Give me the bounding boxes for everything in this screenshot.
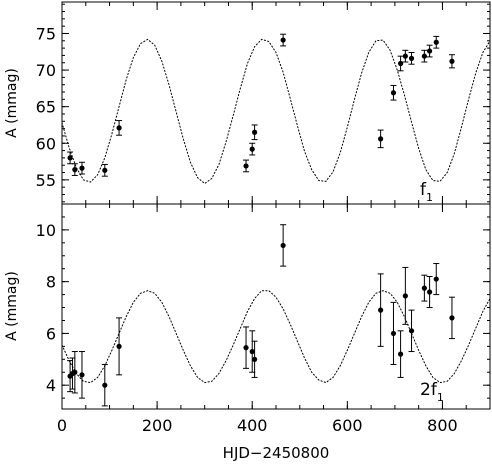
x-tick-label: 200 bbox=[142, 416, 173, 435]
x-axis-label: HJD−2450800 bbox=[223, 444, 330, 462]
x-tick-label: 400 bbox=[237, 416, 268, 435]
data-point bbox=[427, 289, 433, 295]
data-point bbox=[249, 146, 255, 152]
x-tick-label: 0 bbox=[57, 416, 67, 435]
data-point bbox=[243, 345, 249, 351]
panel-2f1-label-sub: 1 bbox=[437, 391, 444, 404]
data-point bbox=[280, 37, 286, 43]
data-point bbox=[249, 348, 255, 355]
panel-2f1-frame bbox=[61, 203, 491, 410]
data-point bbox=[421, 285, 427, 291]
data-point bbox=[390, 330, 397, 337]
y-tick-label: 6 bbox=[46, 324, 56, 343]
panel-f1: 55 60 65 70 75 A (mmag) f1 bbox=[4, 1, 491, 205]
panel-2f1: 4 6 8 10 0 200 400 600 800 A (mmag) 2f1 HJD−2450… bbox=[4, 203, 491, 462]
data-point bbox=[397, 351, 404, 357]
data-point bbox=[79, 372, 85, 378]
panel-2f1-points bbox=[67, 224, 455, 407]
panel-2f1-tick-labels: 4 6 8 10 0 200 400 600 800 bbox=[36, 221, 458, 435]
data-point bbox=[433, 276, 439, 282]
data-point bbox=[402, 53, 408, 59]
data-point bbox=[280, 242, 286, 249]
data-point bbox=[408, 55, 415, 61]
data-point bbox=[449, 58, 455, 64]
y-tick-label: 4 bbox=[46, 376, 56, 395]
data-point bbox=[72, 369, 78, 375]
data-point bbox=[397, 60, 404, 67]
data-point bbox=[102, 382, 108, 388]
data-point bbox=[116, 125, 122, 131]
panel-f1-label: f1 bbox=[420, 180, 433, 204]
y-tick-label: 75 bbox=[36, 24, 56, 43]
data-point bbox=[449, 315, 455, 321]
data-point bbox=[102, 167, 108, 173]
panel-f1-points bbox=[67, 33, 455, 177]
panel-f1-tick-labels: 55 60 65 70 75 bbox=[36, 24, 56, 189]
data-point bbox=[433, 39, 439, 45]
y-tick-label: 60 bbox=[36, 134, 56, 153]
data-point bbox=[67, 155, 73, 161]
data-point bbox=[390, 90, 397, 96]
data-point bbox=[116, 343, 122, 349]
data-point bbox=[421, 53, 427, 59]
y-tick-label: 70 bbox=[36, 61, 56, 80]
data-point bbox=[252, 129, 258, 135]
data-point bbox=[243, 163, 249, 169]
panel-f1-label-sub: 1 bbox=[426, 191, 433, 204]
data-point bbox=[378, 136, 384, 142]
data-point bbox=[408, 328, 415, 334]
data-point bbox=[378, 307, 384, 313]
data-point bbox=[72, 167, 78, 173]
y-tick-label: 65 bbox=[36, 98, 56, 117]
panel-2f1-label-main: 2f bbox=[420, 380, 438, 400]
data-point bbox=[402, 293, 408, 299]
panel-f1-ylabel: A (mmag) bbox=[4, 68, 20, 138]
panel-f1-model bbox=[61, 38, 491, 185]
x-tick-label: 800 bbox=[427, 416, 458, 435]
data-point bbox=[79, 165, 85, 171]
model-curve bbox=[61, 290, 491, 384]
panel-2f1-ylabel: A (mmag) bbox=[4, 271, 20, 341]
data-point bbox=[427, 48, 433, 54]
panel-2f1-label: 2f1 bbox=[420, 380, 444, 404]
y-tick-label: 55 bbox=[36, 171, 56, 190]
data-point bbox=[252, 356, 258, 362]
model-curve bbox=[61, 38, 491, 185]
x-tick-label: 600 bbox=[332, 416, 363, 435]
y-tick-label: 10 bbox=[36, 221, 56, 240]
panel-2f1-model bbox=[61, 290, 491, 384]
y-tick-label: 8 bbox=[46, 273, 56, 292]
panel-f1-label-main: f bbox=[420, 180, 427, 200]
